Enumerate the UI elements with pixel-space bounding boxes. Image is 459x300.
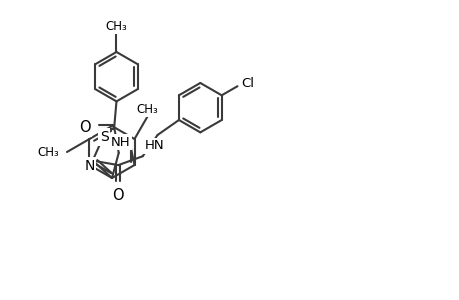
Text: CH₃: CH₃ <box>136 103 158 116</box>
Text: NH: NH <box>111 136 130 149</box>
Text: O: O <box>79 120 90 135</box>
Text: CH₃: CH₃ <box>37 146 59 158</box>
Text: HN: HN <box>145 139 164 152</box>
Text: N: N <box>84 159 95 173</box>
Text: S: S <box>100 130 108 144</box>
Text: Cl: Cl <box>241 77 254 90</box>
Text: CH₃: CH₃ <box>106 20 127 33</box>
Text: O: O <box>112 188 124 203</box>
